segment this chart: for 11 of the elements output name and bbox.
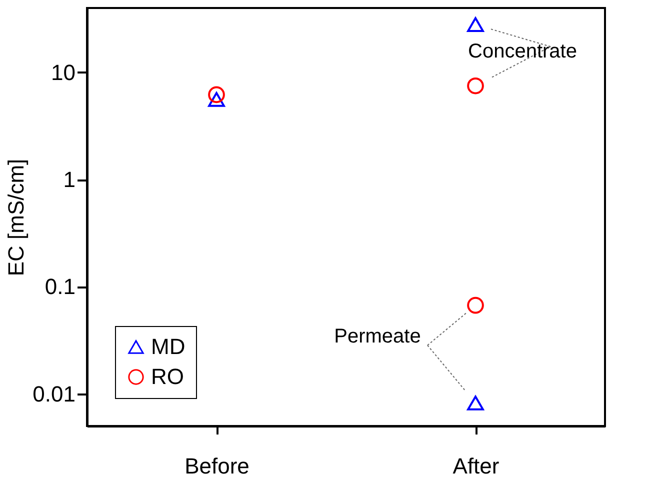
annotation: Concentrate	[468, 40, 577, 63]
y-tick-label: 0.01	[32, 381, 76, 406]
annotation: Permeate	[334, 325, 421, 348]
x-tick-label: Before	[184, 454, 250, 478]
y-tick-label: 10	[51, 60, 76, 85]
y-tick-label: 0.1	[44, 274, 76, 300]
legend-label: MD	[151, 334, 186, 359]
x-tick-label: After	[452, 454, 500, 478]
legend-label: RO	[151, 364, 184, 389]
y-tick-label: 1	[63, 167, 76, 192]
y-axis-title: EC [mS/cm]	[4, 158, 29, 276]
